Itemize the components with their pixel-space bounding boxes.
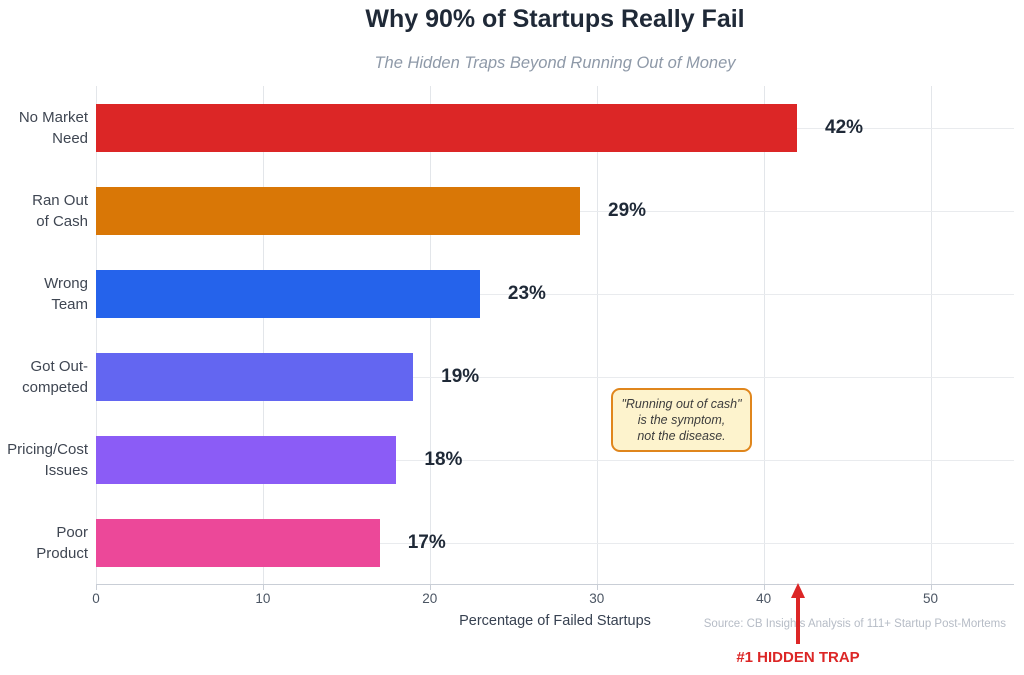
horizontal-gridline	[96, 459, 1014, 461]
x-tick-mark	[429, 585, 431, 590]
horizontal-gridline	[96, 376, 1014, 378]
vertical-gridline	[763, 86, 765, 584]
bar-5	[96, 518, 380, 567]
source-note: Source: CB Insights Analysis of 111+ Sta…	[703, 618, 1006, 630]
x-tick-mark	[763, 585, 765, 590]
chart-subtitle: The Hidden Traps Beyond Running Out of M…	[374, 54, 736, 72]
y-axis-category-label: Ran Out of Cash	[32, 191, 88, 230]
x-tick-label: 20	[422, 591, 438, 606]
y-axis-category-label: Pricing/Cost Issues	[7, 440, 88, 479]
vertical-gridline	[596, 86, 598, 584]
y-axis-category-label: No Market Need	[18, 108, 88, 147]
y-axis-category-label: Got Out- competed	[22, 357, 88, 396]
bar-value-label: 18%	[424, 448, 463, 470]
x-axis-line	[96, 584, 1014, 585]
vertical-gridline	[262, 86, 264, 584]
plot-area	[96, 86, 1014, 584]
x-tick-mark	[262, 585, 264, 590]
bar-value-label: 19%	[441, 365, 480, 387]
chart-title: Why 90% of Startups Really Fail	[365, 5, 745, 33]
bar-4	[96, 435, 397, 484]
vertical-gridline	[96, 86, 97, 584]
bar-3	[96, 352, 414, 401]
horizontal-gridline	[96, 542, 1014, 544]
callout-label: #1 HIDDEN TRAP	[736, 649, 860, 666]
callout-arrow-icon	[796, 597, 800, 644]
bar-value-label: 42%	[825, 116, 864, 138]
bar-2	[96, 269, 480, 318]
x-tick-label: 40	[756, 591, 772, 606]
x-axis-title: Percentage of Failed Startups	[459, 613, 651, 629]
bar-value-label: 17%	[407, 531, 446, 553]
bar-0	[96, 103, 798, 152]
bar-value-label: 23%	[507, 282, 546, 304]
y-axis-category-label: Poor Product	[36, 523, 88, 562]
x-tick-label: 50	[923, 591, 939, 606]
x-tick-label: 10	[255, 591, 271, 606]
bar-1	[96, 186, 581, 235]
annotation-box: "Running out of cash" is the symptom, no…	[611, 388, 752, 452]
x-tick-label: 30	[589, 591, 605, 606]
y-axis-category-label: Wrong Team	[44, 274, 88, 313]
bar-value-label: 29%	[608, 199, 647, 221]
x-tick-mark	[96, 585, 97, 590]
callout-arrowhead-icon	[791, 583, 805, 598]
x-tick-mark	[930, 585, 932, 590]
x-tick-label: 0	[92, 591, 100, 606]
horizontal-gridline	[96, 293, 1014, 295]
vertical-gridline	[930, 86, 932, 584]
x-tick-mark	[596, 585, 598, 590]
vertical-gridline	[429, 86, 431, 584]
